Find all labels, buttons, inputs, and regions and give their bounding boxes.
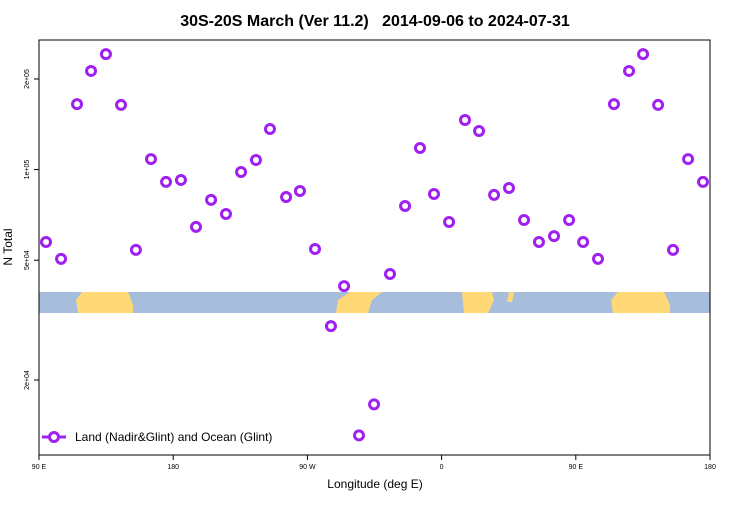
- point: [459, 113, 472, 126]
- point: [190, 220, 203, 233]
- point: [384, 267, 397, 280]
- y-tick-label: 5e+04: [24, 250, 31, 270]
- point: [205, 193, 218, 206]
- y-tick-label: 2e+05: [24, 69, 31, 89]
- point: [40, 235, 53, 248]
- point: [71, 98, 84, 111]
- point: [488, 188, 501, 201]
- point: [352, 429, 365, 442]
- point: [368, 398, 381, 411]
- x-tick-label: 0: [440, 464, 444, 471]
- y-tick-label: 1e+05: [24, 160, 31, 180]
- legend-label: Land (Nadir&Glint) and Ocean (Glint): [75, 430, 272, 444]
- point: [413, 141, 426, 154]
- x-tick-label: 180: [704, 464, 716, 471]
- point: [502, 181, 515, 194]
- point: [235, 165, 248, 178]
- point: [129, 243, 142, 256]
- point: [652, 98, 665, 111]
- point: [563, 214, 576, 227]
- point: [607, 98, 620, 111]
- map-band: [39, 292, 710, 313]
- point: [293, 185, 306, 198]
- point: [309, 242, 322, 255]
- point: [160, 175, 173, 188]
- y-axis-label: N Total: [1, 228, 15, 265]
- point: [548, 230, 561, 243]
- point: [399, 200, 412, 213]
- legend-marker: [48, 431, 60, 443]
- x-tick-label: 180: [167, 464, 179, 471]
- point: [427, 187, 440, 200]
- point: [338, 280, 351, 293]
- point: [443, 215, 456, 228]
- point: [667, 243, 680, 256]
- plot-frame: [38, 39, 711, 456]
- point: [280, 190, 293, 203]
- point: [592, 252, 605, 265]
- point: [324, 320, 337, 333]
- chart-title: 30S-20S March (Ver 11.2) 2014-09-06 to 2…: [180, 13, 570, 30]
- point: [99, 48, 112, 61]
- point: [532, 235, 545, 248]
- point: [577, 235, 590, 248]
- point: [696, 175, 709, 188]
- point: [115, 98, 128, 111]
- x-tick-label: 90 E: [569, 464, 584, 471]
- point: [55, 252, 68, 265]
- point: [623, 64, 636, 77]
- x-axis-label: Longitude (deg E): [327, 477, 422, 491]
- point: [85, 64, 98, 77]
- point: [682, 153, 695, 166]
- point: [174, 173, 187, 186]
- x-tick-label: 90 W: [299, 464, 316, 471]
- point: [637, 48, 650, 61]
- point: [473, 125, 486, 138]
- point: [144, 153, 157, 166]
- point: [263, 123, 276, 136]
- point: [219, 208, 232, 221]
- y-tick-label: 2e+04: [24, 370, 31, 390]
- point: [249, 154, 262, 167]
- x-tick-label: 90 E: [32, 464, 47, 471]
- point: [518, 214, 531, 227]
